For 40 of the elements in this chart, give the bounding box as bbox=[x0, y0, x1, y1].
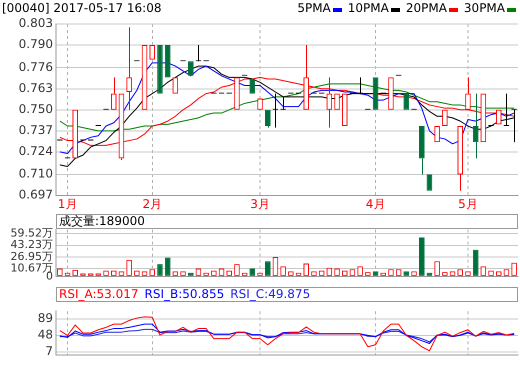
x-tick-label: 1月 bbox=[58, 196, 78, 211]
x-tick-label: 2月 bbox=[142, 196, 162, 211]
x-tick-label: 3月 bbox=[250, 196, 270, 211]
bar bbox=[418, 238, 425, 276]
y-tick-label: 59.52万 bbox=[10, 226, 53, 240]
y-tick-label: 0.790 bbox=[18, 37, 53, 52]
y-tick-label: 0.750 bbox=[18, 102, 53, 116]
y-tick-label: 26.95万 bbox=[10, 250, 53, 263]
candlestick bbox=[457, 126, 464, 192]
legend-label: 30PMA bbox=[464, 1, 506, 15]
legend-label: 20PMA bbox=[406, 1, 448, 15]
series-label: RSI_B:50.855 bbox=[144, 287, 224, 302]
legend-label: 5PMA bbox=[297, 1, 332, 15]
y-tick-label: 43.23万 bbox=[10, 238, 53, 252]
y-tick-label: 7 bbox=[45, 344, 53, 358]
y-tick-label: 0.803 bbox=[18, 16, 53, 30]
x-tick-label: 5月 bbox=[458, 196, 478, 211]
y-tick-label: 0.776 bbox=[18, 60, 53, 74]
bar bbox=[264, 261, 271, 276]
bar bbox=[472, 250, 478, 276]
y-tick-label: 0.710 bbox=[18, 166, 53, 181]
candlestick bbox=[472, 93, 478, 159]
chart-title: 成交量:189000 bbox=[59, 214, 145, 229]
legend-label: 10PMA bbox=[348, 1, 390, 15]
candlestick bbox=[264, 110, 271, 128]
y-tick-label: 0.737 bbox=[18, 122, 53, 137]
y-tick-label: 0.763 bbox=[18, 80, 53, 95]
candlestick bbox=[126, 26, 132, 110]
bar bbox=[157, 264, 163, 276]
y-tick-label: 48 bbox=[38, 328, 53, 342]
y-tick-label: 0.697 bbox=[18, 188, 53, 202]
text: RSI_C:49.875 bbox=[230, 287, 310, 302]
chart-title: [00040] 2017-05-17 16:08 bbox=[2, 1, 162, 15]
candlestick bbox=[110, 76, 117, 110]
series-label: RSI_A:53.017 bbox=[59, 287, 139, 302]
y-tick-label: 89 bbox=[38, 310, 53, 325]
y-tick-label: 0.724 bbox=[18, 144, 53, 158]
bar bbox=[164, 258, 170, 276]
x-tick-label: 4月 bbox=[366, 196, 386, 211]
candlestick bbox=[418, 126, 425, 176]
